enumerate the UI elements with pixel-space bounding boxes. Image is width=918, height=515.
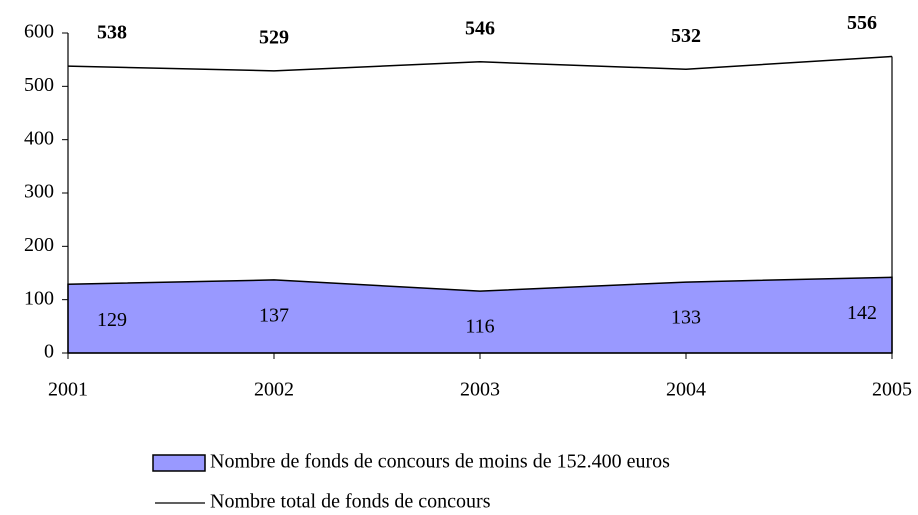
legend-label: Nombre total de fonds de concours xyxy=(210,491,491,513)
x-tick-label: 2001 xyxy=(48,379,88,401)
y-tick-label: 600 xyxy=(24,21,54,43)
x-tick-label: 2004 xyxy=(666,379,706,401)
y-tick-label: 0 xyxy=(44,341,54,363)
data-label: 142 xyxy=(847,302,877,324)
x-tick-label: 2002 xyxy=(254,379,294,401)
legend-label: Nombre de fonds de concours de moins de … xyxy=(210,451,670,473)
data-label: 133 xyxy=(671,307,701,329)
x-tick-label: 2003 xyxy=(460,379,500,401)
y-tick-label: 500 xyxy=(24,74,54,96)
y-tick-label: 100 xyxy=(24,287,54,309)
data-label: 529 xyxy=(259,26,289,48)
data-label: 538 xyxy=(97,22,127,44)
data-label: 546 xyxy=(465,17,495,39)
x-tick-label: 2005 xyxy=(872,379,912,401)
legend-swatch xyxy=(152,454,206,472)
data-label: 129 xyxy=(97,309,127,331)
data-label: 556 xyxy=(847,12,877,34)
data-label: 532 xyxy=(671,25,701,47)
line xyxy=(67,55,893,72)
y-tick-label: 400 xyxy=(24,127,54,149)
y-tick-label: 200 xyxy=(24,234,54,256)
data-label: 137 xyxy=(259,305,289,327)
y-tick-label: 300 xyxy=(24,181,54,203)
data-label: 116 xyxy=(465,316,494,338)
